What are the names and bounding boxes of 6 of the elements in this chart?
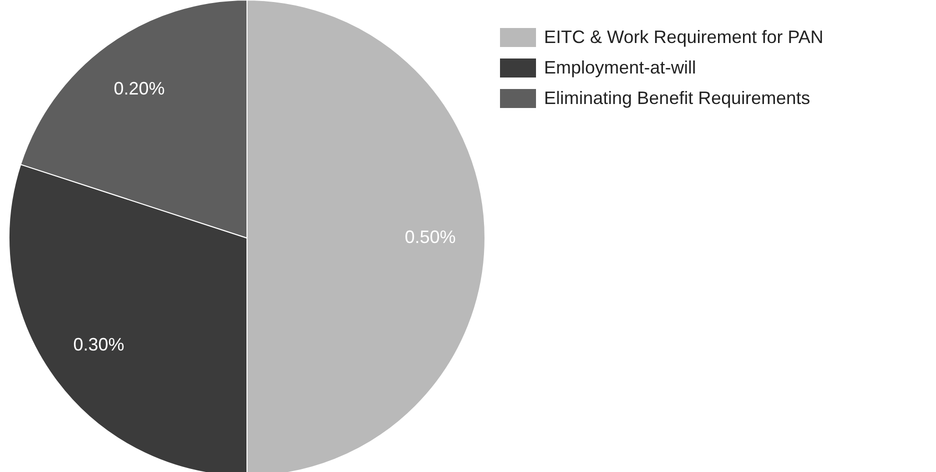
data-label: 0.30% [73,334,124,354]
legend-label: Eliminating Benefit Requirements [544,88,810,108]
data-label: 0.50% [404,226,456,247]
legend-label: EITC & Work Requirement for PAN [544,26,824,47]
data-label: 0.20% [114,78,165,98]
legend-label: Employment-at-will [544,57,696,78]
